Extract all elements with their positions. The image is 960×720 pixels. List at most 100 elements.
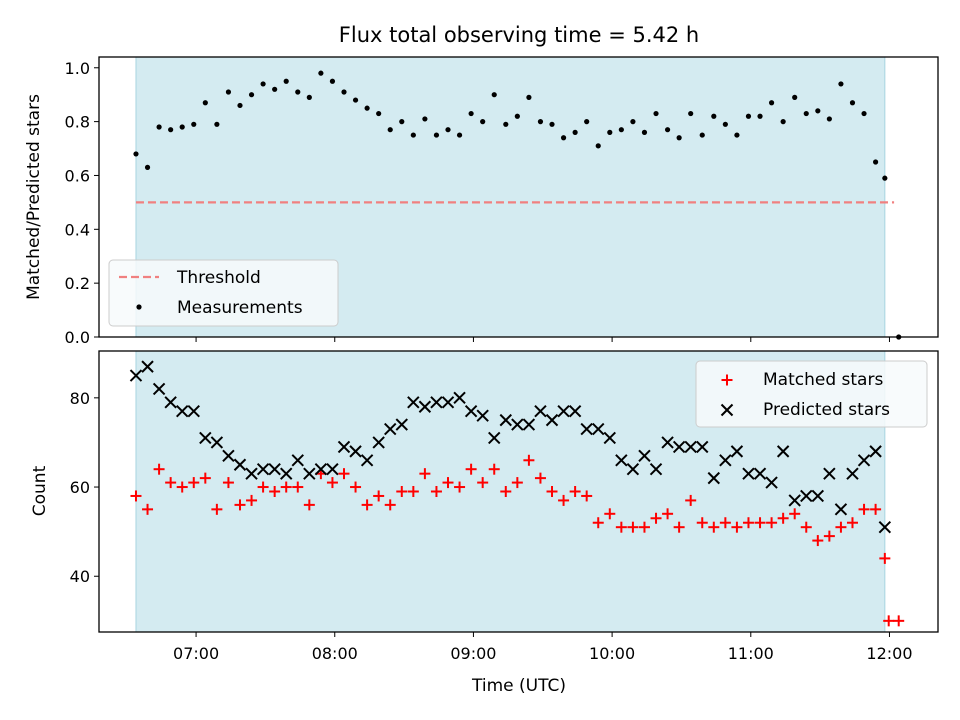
measurement-point [664, 127, 671, 133]
measurement-point [757, 113, 763, 119]
predicted-star-point [626, 462, 640, 476]
predicted-star-point [372, 436, 385, 449]
predicted-star-point [869, 445, 882, 458]
matched-star-point [211, 503, 223, 515]
predicted-star-point [592, 422, 605, 436]
matched-star-point [685, 494, 697, 506]
x-tick-label: 07:00 [173, 644, 219, 663]
measurement-point [503, 121, 509, 127]
predicted-star-point [649, 462, 663, 476]
matched-star-point [742, 517, 754, 529]
bottom-y-tick-label: 40 [70, 567, 90, 586]
measurement-point [144, 164, 151, 170]
measurement-point [882, 175, 888, 181]
legend-matched-swatch [721, 374, 733, 386]
predicted-star-point [534, 405, 547, 418]
predicted-star-point [696, 440, 709, 454]
measurement-point [480, 119, 486, 125]
matched-star-point [546, 486, 558, 497]
predicted-star-point [187, 405, 200, 418]
bottom-axes-frame [98, 350, 939, 633]
matched-star-point [511, 477, 523, 489]
measurement-point [156, 124, 162, 130]
predicted-star-point [742, 467, 755, 480]
predicted-star-point [303, 467, 316, 480]
predicted-star-point [476, 409, 489, 422]
matched-star-point [846, 517, 858, 529]
predicted-star-point [453, 391, 466, 405]
measurement-point [872, 159, 879, 165]
predicted-star-point [684, 440, 697, 454]
matched-star-point [708, 521, 720, 533]
predicted-star-point [441, 396, 455, 409]
matched-star-point [650, 512, 662, 524]
matched-star-point [326, 477, 338, 489]
predicted-star-point [834, 503, 848, 516]
measurement-point [861, 110, 867, 117]
matched-star-point [188, 477, 200, 489]
matched-star-point [130, 490, 142, 502]
x-axis-label: Time (UTC) [471, 676, 566, 696]
predicted-star-point [407, 396, 420, 409]
predicted-star-point [222, 449, 235, 463]
measurement-point [815, 108, 821, 114]
measurement-point [780, 119, 786, 125]
matched-star-point [604, 508, 616, 520]
measurement-point [364, 105, 370, 111]
predicted-star-point [580, 422, 593, 436]
predicted-star-point [672, 440, 686, 454]
measurement-point [792, 94, 798, 100]
predicted-star-point [256, 462, 270, 476]
measurement-point [352, 97, 359, 103]
measurement-point [722, 121, 728, 127]
top-y-tick-label: 0.4 [65, 220, 90, 239]
matched-star-point [879, 552, 891, 564]
predicted-star-point [719, 454, 732, 467]
legend-plus-mark [721, 374, 733, 386]
matched-star-point [766, 517, 778, 529]
predicted-star-point [164, 396, 177, 409]
measurement-point [179, 124, 185, 130]
predicted-star-point [314, 462, 328, 476]
matched-star-point [569, 486, 581, 497]
matched-star-point [754, 517, 766, 529]
predicted-star-point [615, 454, 628, 467]
top-legend: Threshold Measurements [108, 259, 339, 327]
matched-star-point [523, 454, 535, 466]
predicted-star-point [707, 471, 721, 485]
matched-star-point [350, 481, 362, 493]
measurement-point [688, 110, 694, 117]
measurement-point [549, 121, 555, 127]
measurement-point [491, 92, 497, 98]
matched-star-point [361, 499, 373, 511]
predicted-star-point [522, 418, 536, 431]
matched-star-point [673, 521, 685, 533]
matched-star-point [373, 490, 385, 502]
matched-star-point [534, 472, 546, 484]
legend-measurements-label: Measurements [177, 298, 303, 318]
predicted-star-point [464, 405, 478, 418]
predicted-star-point [765, 476, 778, 489]
top-y-tick-label: 0.2 [65, 274, 90, 293]
x-tick-label: 08:00 [312, 644, 358, 663]
matched-star-point [292, 481, 304, 493]
predicted-star-point [638, 449, 651, 463]
predicted-star-point [823, 467, 836, 480]
predicted-star-point [661, 436, 674, 449]
predicted-star-point [245, 467, 258, 480]
measurement-point [514, 113, 520, 119]
matched-star-point [777, 512, 789, 524]
legend-matched-label: Matched stars [763, 370, 883, 390]
top-y-tick-label: 0.8 [65, 113, 90, 132]
measurement-point [768, 100, 775, 106]
top-y-tick-label: 0.6 [65, 166, 90, 185]
matched-star-point [488, 463, 500, 475]
measurement-point [410, 132, 416, 138]
predicted-star-point [545, 413, 559, 427]
top-y-axis-label: Matched/Predicted stars [24, 94, 44, 300]
legend-predicted-label: Predicted stars [763, 400, 890, 420]
legend-measurements-swatch [136, 304, 142, 310]
x-tick-label: 11:00 [728, 644, 774, 663]
measurement-point [445, 127, 451, 133]
measurement-point [168, 127, 174, 133]
